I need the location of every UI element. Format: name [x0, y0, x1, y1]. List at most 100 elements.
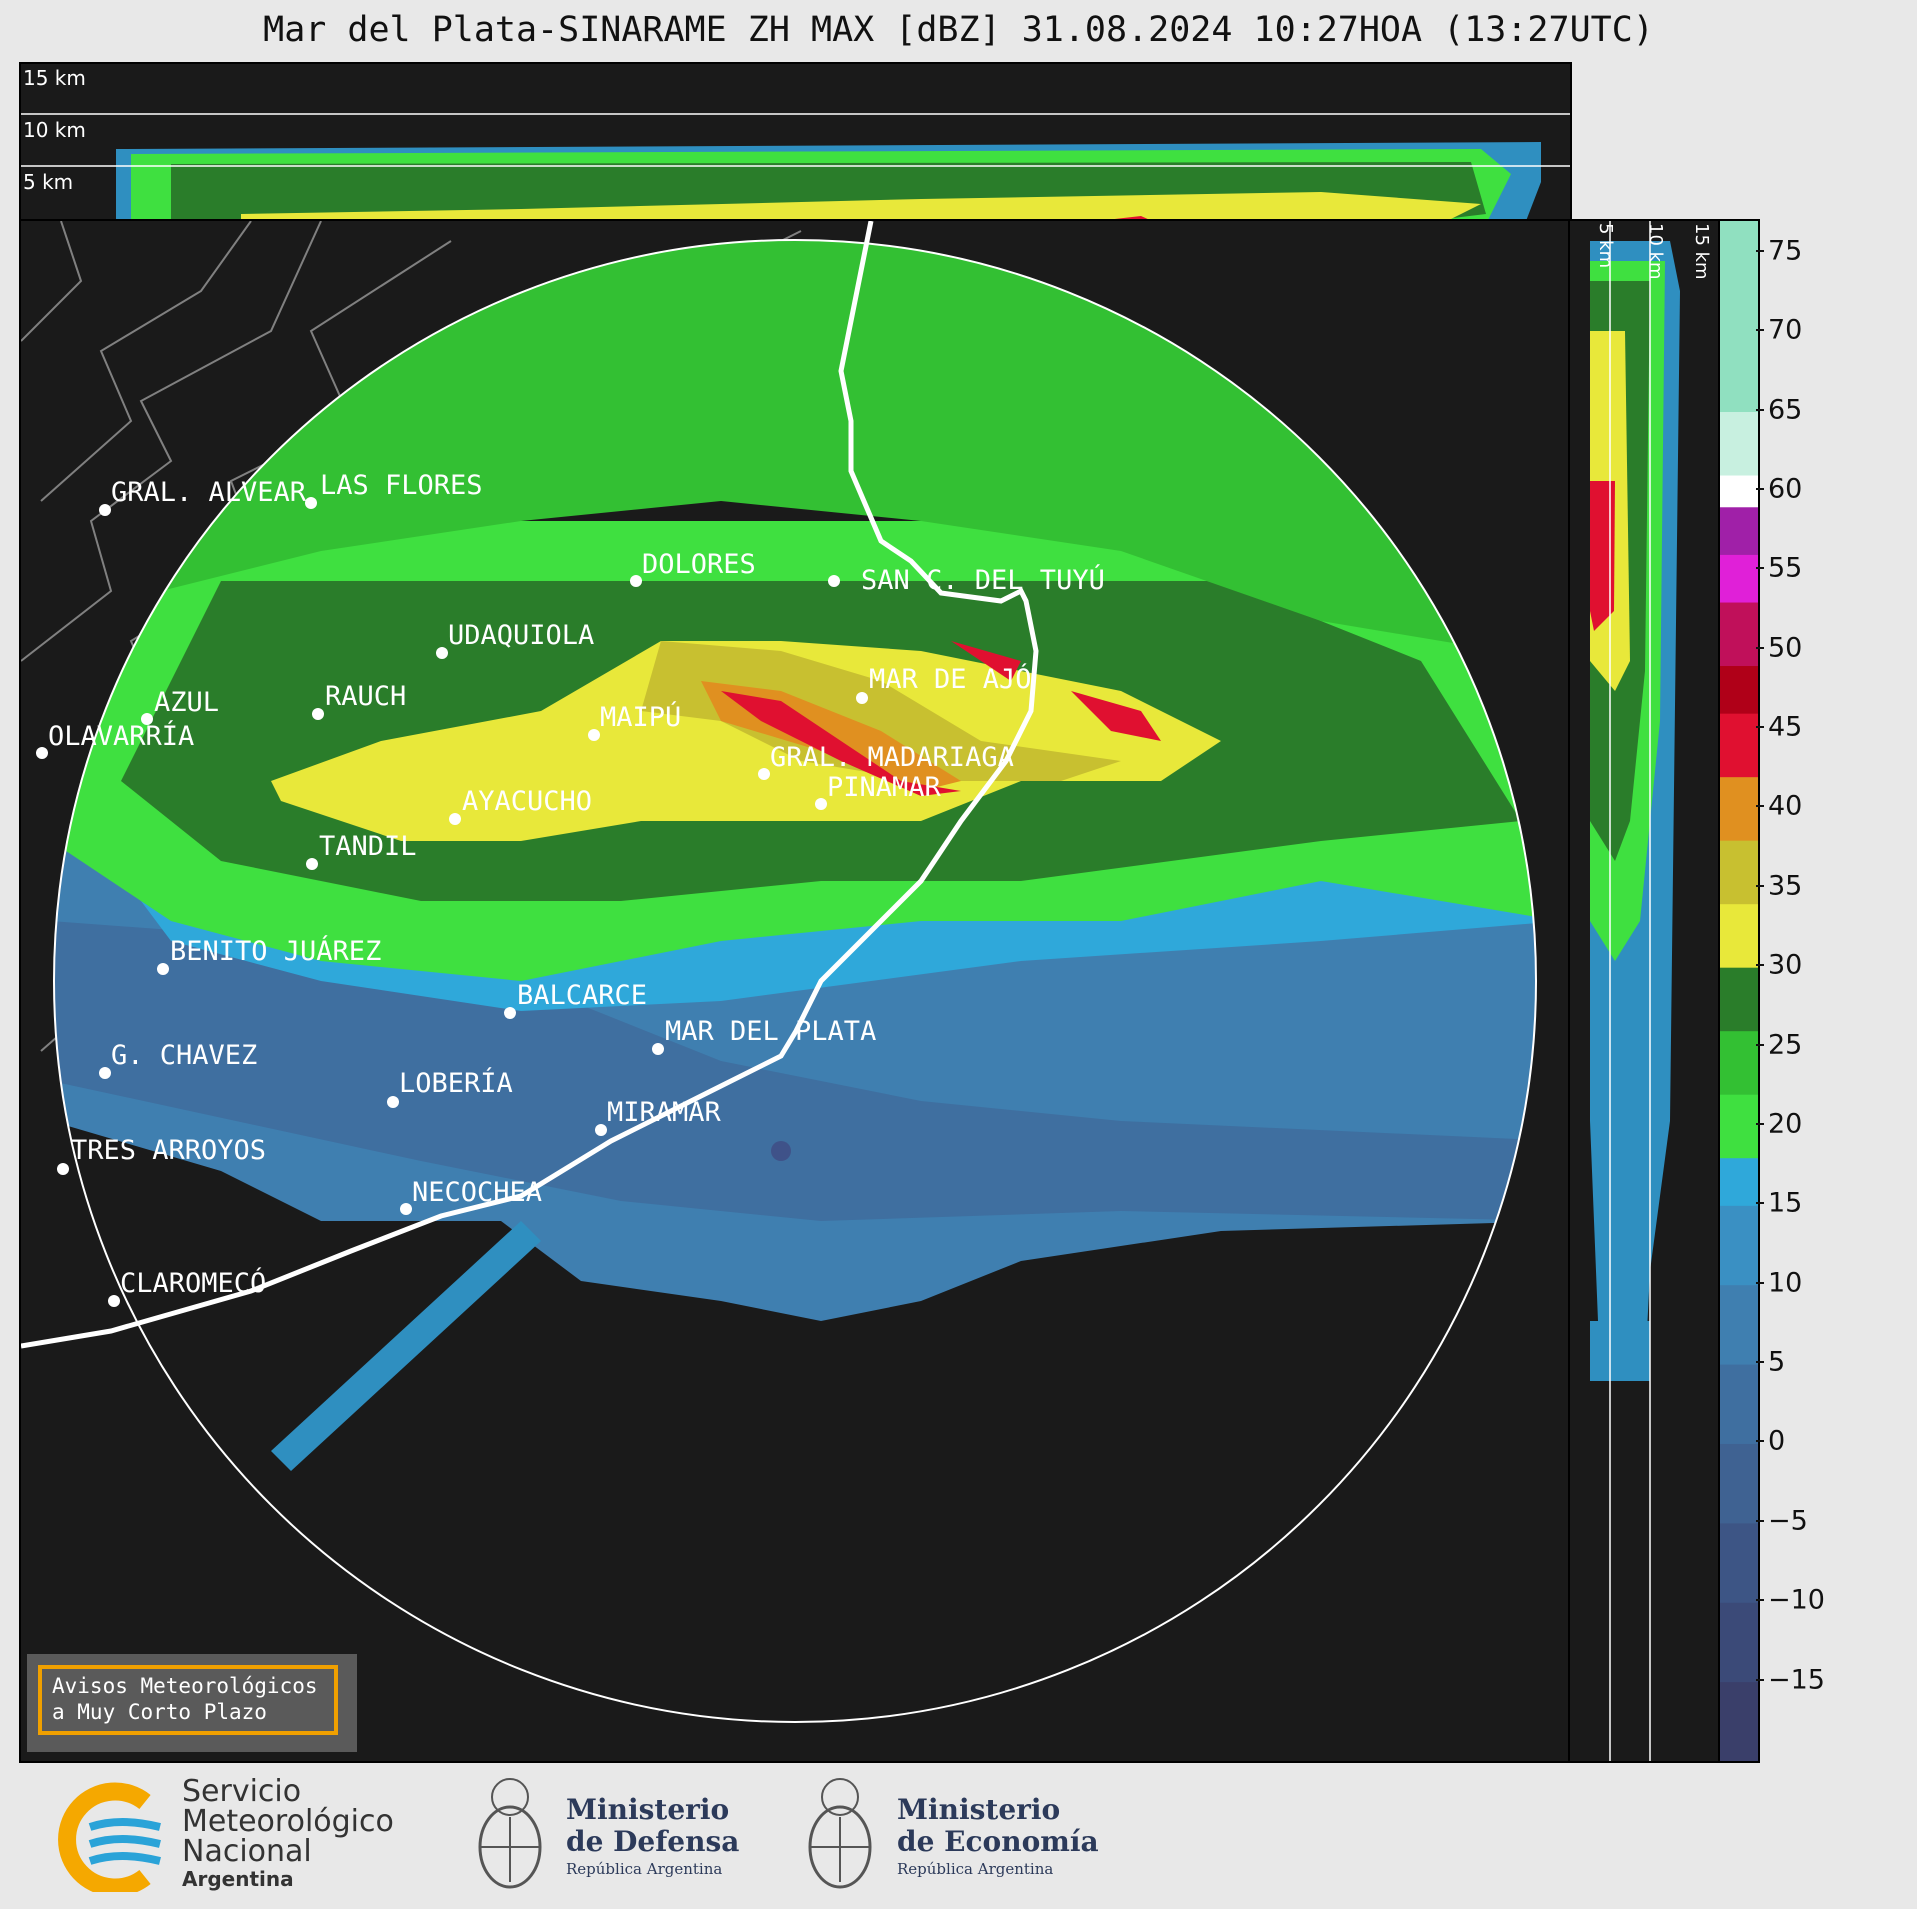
top-cross-section-image: [21, 113, 1570, 219]
colorbar-tick-mark: [1756, 1361, 1764, 1364]
colorbar-tick-mark: [1756, 964, 1764, 967]
colorbar-band: [1720, 776, 1758, 841]
colorbar-band: [1720, 1443, 1758, 1524]
colorbar-tick-label: −5: [1768, 1505, 1808, 1537]
city-label-rauch: RAUCH: [325, 681, 406, 712]
side-cross-section-panel: 5 km 10 km 15 km: [1568, 219, 1722, 1763]
colorbar-tick-mark: [1756, 1678, 1764, 1681]
city-label-maipu: MAIPÚ: [600, 701, 681, 733]
colorbar-band: [1720, 1284, 1758, 1365]
city-dot-gral-alvear: [99, 504, 111, 516]
colorbar-band: [1720, 903, 1758, 968]
side-altitude-label-15km: 15 km: [1691, 223, 1712, 280]
colorbar-band: [1720, 506, 1758, 555]
warning-link[interactable]: Avisos Meteorológicos a Muy Corto Plazo: [38, 1665, 338, 1735]
city-dot-dolores: [630, 575, 642, 587]
argentina-coat-of-arms-icon: [478, 1778, 542, 1889]
warning-box[interactable]: Avisos Meteorológicos a Muy Corto Plazo: [27, 1654, 357, 1752]
city-label-udaquiola: UDAQUIOLA: [448, 620, 594, 651]
argentina-coat-of-arms-icon: [808, 1778, 872, 1889]
colorbar-band: [1720, 1094, 1758, 1159]
colorbar-tick-label: 45: [1768, 711, 1803, 743]
city-dot-rauch: [312, 708, 324, 720]
colorbar-band: [1720, 665, 1758, 714]
colorbar-band: [1720, 1681, 1758, 1762]
city-label-mar-de-ajo: MAR DE AJÓ: [869, 663, 1032, 695]
city-dot-tres-arroyos: [57, 1163, 69, 1175]
colorbar-tick-label: 30: [1768, 949, 1803, 981]
altitude-label-5km: 5 km: [23, 170, 74, 194]
city-labels: GRAL. ALVEAR LAS FLORES DOLORES SAN C. D…: [48, 470, 1105, 1299]
radar-range-ring: [53, 239, 1537, 1723]
city-label-benito-juarez: BENITO JUÁREZ: [170, 935, 381, 967]
city-label-san-c-del-tuyu: SAN C. DEL TUYÚ: [861, 564, 1105, 596]
colorbar-band: [1720, 221, 1758, 413]
colorbar-band: [1720, 840, 1758, 905]
colorbar-tick-label: 70: [1768, 314, 1803, 346]
city-dot-udaquiola: [436, 647, 448, 659]
city-label-necochea: NECOCHEA: [412, 1177, 542, 1208]
city-label-gral-madariaga: GRAL. MADARIAGA: [770, 742, 1014, 773]
colorbar-tick-mark: [1756, 1440, 1764, 1443]
colorbar-tick-label: 50: [1768, 632, 1803, 664]
colorbar-tick-mark: [1756, 1122, 1764, 1125]
colorbar-tick-label: 40: [1768, 790, 1803, 822]
city-label-pinamar: PINAMAR: [827, 772, 942, 803]
economia-line3: República Argentina: [897, 1860, 1054, 1878]
city-dot-necochea: [400, 1203, 412, 1215]
city-label-miramar: MIRAMAR: [607, 1097, 722, 1128]
city-dot-san-c-del-tuyu: [828, 575, 840, 587]
city-markers: [36, 497, 868, 1307]
city-label-tres-arroyos: TRES ARROYOS: [71, 1135, 266, 1166]
colorbar-band: [1720, 967, 1758, 1032]
colorbar-tick-mark: [1756, 805, 1764, 808]
colorbar-band: [1720, 1205, 1758, 1286]
colorbar-tick-mark: [1756, 884, 1764, 887]
city-label-olavarria: OLAVARRÍA: [48, 720, 194, 752]
city-dot-miramar: [595, 1124, 607, 1136]
colorbar-tick-label: 75: [1768, 235, 1803, 267]
colorbar-tick-mark: [1756, 249, 1764, 252]
smn-name-line2: Meteorológico: [182, 1804, 394, 1839]
colorbar-band: [1720, 602, 1758, 667]
economia-line2: de Economía: [897, 1825, 1099, 1858]
economia-line1: Ministerio: [897, 1793, 1061, 1826]
city-dot-claromeco: [108, 1295, 120, 1307]
colorbar-band: [1720, 1157, 1758, 1206]
colorbar-tick-mark: [1756, 646, 1764, 649]
colorbar-tick-mark: [1756, 1202, 1764, 1205]
city-label-dolores: DOLORES: [642, 549, 756, 580]
city-label-balcarce: BALCARCE: [517, 980, 647, 1011]
footer-logos: Servicio Meteorológico Nacional Argentin…: [0, 1762, 1917, 1909]
city-dot-balcarce: [504, 1007, 516, 1019]
city-dot-ayacucho: [449, 813, 461, 825]
radar-map: GRAL. ALVEAR LAS FLORES DOLORES SAN C. D…: [21, 221, 1537, 1723]
colorbar-tick-mark: [1756, 1043, 1764, 1046]
reflectivity-field: [54, 240, 1536, 1722]
colorbar-tick-label: 10: [1768, 1267, 1803, 1299]
colorbar-tick-label: −10: [1768, 1584, 1825, 1616]
defensa-line1: Ministerio: [566, 1793, 730, 1826]
city-label-loberia: LOBERÍA: [399, 1067, 513, 1099]
city-label-gral-alvear: GRAL. ALVEAR: [111, 477, 307, 508]
colorbar-band: [1720, 475, 1758, 508]
city-dot-azul: [141, 713, 153, 725]
smn-logo-icon: [58, 1782, 161, 1892]
colorbar-tick-mark: [1756, 567, 1764, 570]
city-dot-loberia: [387, 1096, 399, 1108]
colorbar-band: [1720, 1522, 1758, 1603]
city-label-las-flores: LAS FLORES: [320, 470, 483, 501]
colorbar-tick-mark: [1756, 329, 1764, 332]
city-label-azul: AZUL: [154, 687, 219, 718]
colorbar-tick-label: 65: [1768, 394, 1803, 425]
colorbar-tick-label: 5: [1768, 1346, 1786, 1378]
colorbar-tick-label: 35: [1768, 870, 1803, 902]
city-label-g-chavez: G. CHAVEZ: [111, 1040, 257, 1071]
city-label-claromeco: CLAROMECÓ: [120, 1267, 266, 1299]
colorbar-band: [1720, 1030, 1758, 1095]
colorbar-tick-mark: [1756, 1599, 1764, 1602]
colorbar-tick-mark: [1756, 1519, 1764, 1522]
city-label-tandil: TANDIL: [319, 831, 417, 862]
page-title: Mar del Plata-SINARAME ZH MAX [dBZ] 31.0…: [263, 10, 1654, 50]
colorbar-tick-mark: [1756, 726, 1764, 729]
